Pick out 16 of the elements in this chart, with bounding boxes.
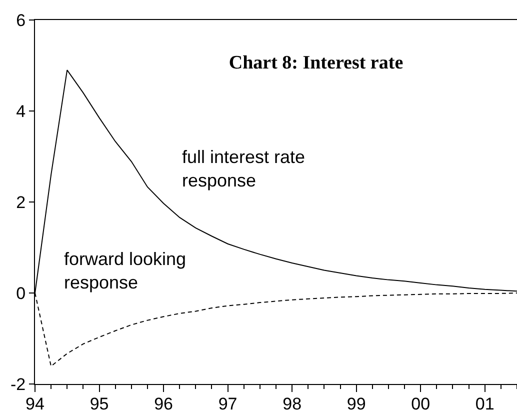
x-tick-label: 95 <box>90 394 109 414</box>
annotation: forward looking response <box>64 249 186 292</box>
x-tick-label: 99 <box>346 394 366 414</box>
y-tick-label: 2 <box>16 192 26 212</box>
x-tick-label: 01 <box>475 394 494 414</box>
y-tick-label: -2 <box>10 374 26 394</box>
text: Chart 8: Interest rate <box>228 52 404 74</box>
x-tick-label: 97 <box>218 394 238 414</box>
x-tick-label: 96 <box>154 394 173 414</box>
y-tick-label: 4 <box>16 102 26 121</box>
y-tick-label: 0 <box>16 284 26 303</box>
y-tick-label: 6 <box>16 10 26 30</box>
x-tick-label: 00 <box>411 394 430 414</box>
x-tick-label: 98 <box>282 394 302 414</box>
x-tick-label: 94 <box>26 394 44 414</box>
annotation: full interest rate response <box>182 147 306 190</box>
